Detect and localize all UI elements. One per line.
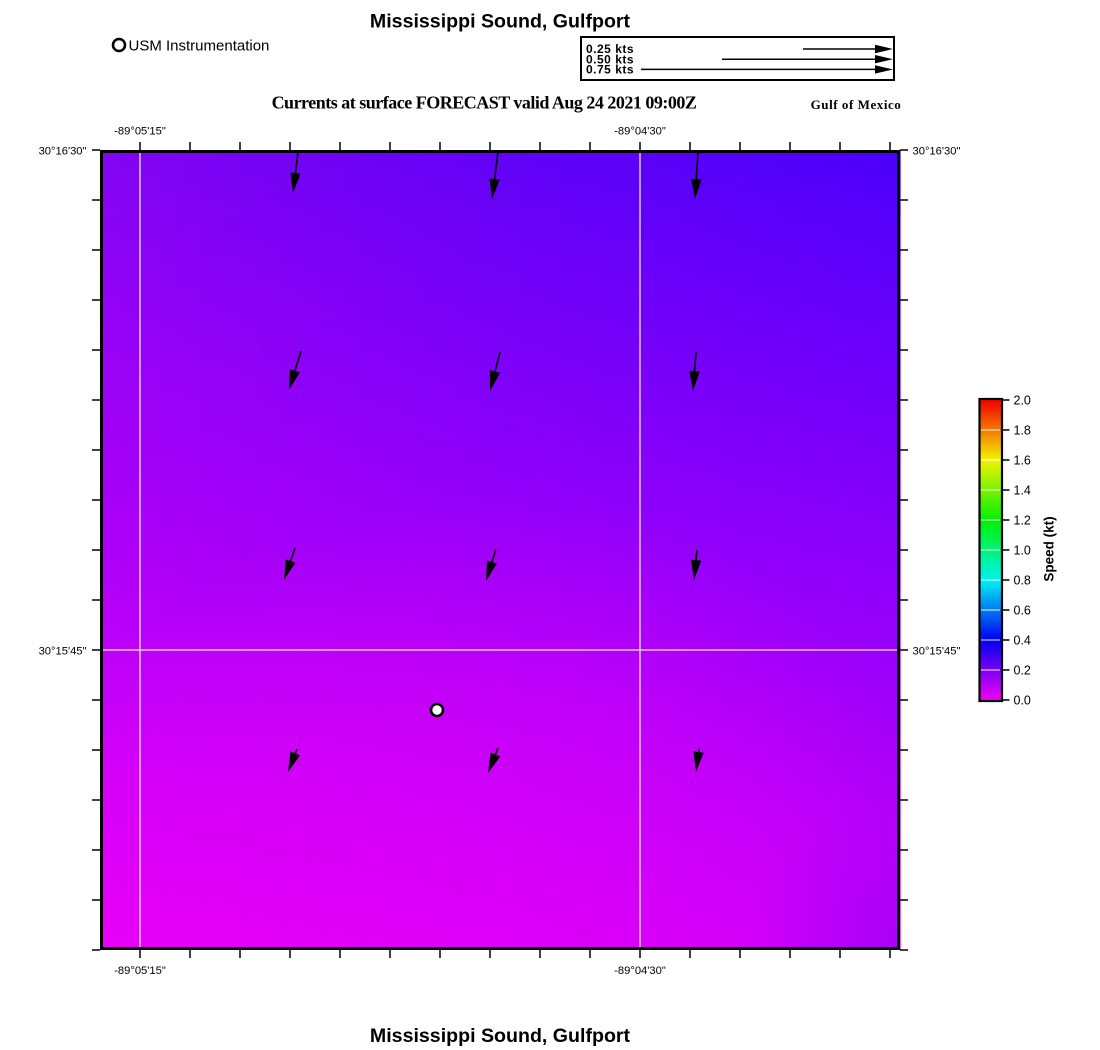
svg-text:0.8: 0.8 — [1014, 574, 1031, 588]
svg-text:-89°04'30": -89°04'30" — [614, 965, 666, 977]
svg-text:-89°04'30": -89°04'30" — [614, 126, 666, 138]
svg-text:0.25 kts: 0.25 kts — [586, 42, 634, 56]
svg-text:0.0: 0.0 — [1014, 694, 1031, 708]
svg-text:1.4: 1.4 — [1014, 484, 1031, 498]
svg-text:1.2: 1.2 — [1014, 514, 1031, 528]
svg-text:Mississippi Sound, Gulfport: Mississippi Sound, Gulfport — [370, 1025, 631, 1047]
svg-text:1.0: 1.0 — [1014, 544, 1031, 558]
svg-text:30°16'30": 30°16'30" — [39, 145, 87, 157]
svg-text:1.6: 1.6 — [1014, 454, 1031, 468]
svg-text:0.50 kts: 0.50 kts — [586, 52, 634, 66]
svg-text:-89°05'15": -89°05'15" — [114, 965, 166, 977]
svg-text:30°15'45": 30°15'45" — [39, 645, 87, 657]
svg-text:USM Instrumentation: USM Instrumentation — [129, 38, 270, 55]
svg-text:0.75 kts: 0.75 kts — [586, 63, 634, 77]
svg-text:-89°05'15": -89°05'15" — [114, 126, 166, 138]
svg-text:30°16'30": 30°16'30" — [913, 145, 961, 157]
svg-text:1.8: 1.8 — [1014, 424, 1031, 438]
svg-text:2.0: 2.0 — [1014, 394, 1031, 408]
svg-text:Gulf of Mexico: Gulf of Mexico — [811, 97, 902, 112]
svg-text:0.4: 0.4 — [1014, 634, 1031, 648]
svg-text:30°15'45": 30°15'45" — [913, 645, 961, 657]
svg-text:Speed (kt): Speed (kt) — [1042, 516, 1057, 581]
svg-text:0.2: 0.2 — [1014, 664, 1031, 678]
svg-text:Currents at surface FORECAST v: Currents at surface FORECAST valid Aug 2… — [272, 93, 697, 113]
svg-text:Mississippi Sound, Gulfport: Mississippi Sound, Gulfport — [370, 11, 631, 33]
svg-text:0.6: 0.6 — [1014, 604, 1031, 618]
